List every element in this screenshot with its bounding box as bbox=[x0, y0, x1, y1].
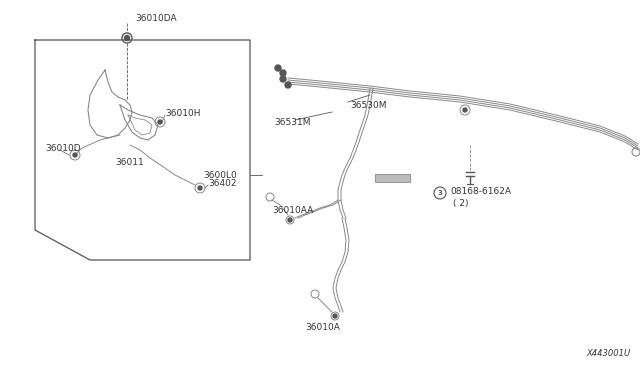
Text: ( 2): ( 2) bbox=[453, 199, 468, 208]
Circle shape bbox=[288, 218, 292, 222]
Circle shape bbox=[463, 108, 467, 112]
Text: 08168-6162A: 08168-6162A bbox=[450, 186, 511, 196]
Circle shape bbox=[198, 186, 202, 190]
Text: 36402: 36402 bbox=[208, 179, 237, 187]
Circle shape bbox=[285, 82, 291, 88]
Text: 36011: 36011 bbox=[115, 157, 144, 167]
Circle shape bbox=[280, 76, 286, 82]
Text: 36010D: 36010D bbox=[45, 144, 81, 153]
Circle shape bbox=[73, 153, 77, 157]
Text: X443001U: X443001U bbox=[586, 349, 630, 358]
Circle shape bbox=[333, 314, 337, 318]
Text: 36010DA: 36010DA bbox=[135, 13, 177, 22]
Circle shape bbox=[280, 70, 286, 76]
Text: 36010A: 36010A bbox=[305, 324, 340, 333]
Text: 36530M: 36530M bbox=[350, 100, 387, 109]
Text: 3: 3 bbox=[438, 190, 442, 196]
Circle shape bbox=[275, 65, 281, 71]
Text: 36010AA: 36010AA bbox=[272, 205, 313, 215]
Circle shape bbox=[125, 35, 129, 41]
FancyBboxPatch shape bbox=[375, 174, 410, 182]
Text: 36010H: 36010H bbox=[165, 109, 200, 118]
Text: 36531M: 36531M bbox=[274, 118, 310, 126]
Circle shape bbox=[158, 120, 162, 124]
Text: 3600L0: 3600L0 bbox=[204, 170, 237, 180]
